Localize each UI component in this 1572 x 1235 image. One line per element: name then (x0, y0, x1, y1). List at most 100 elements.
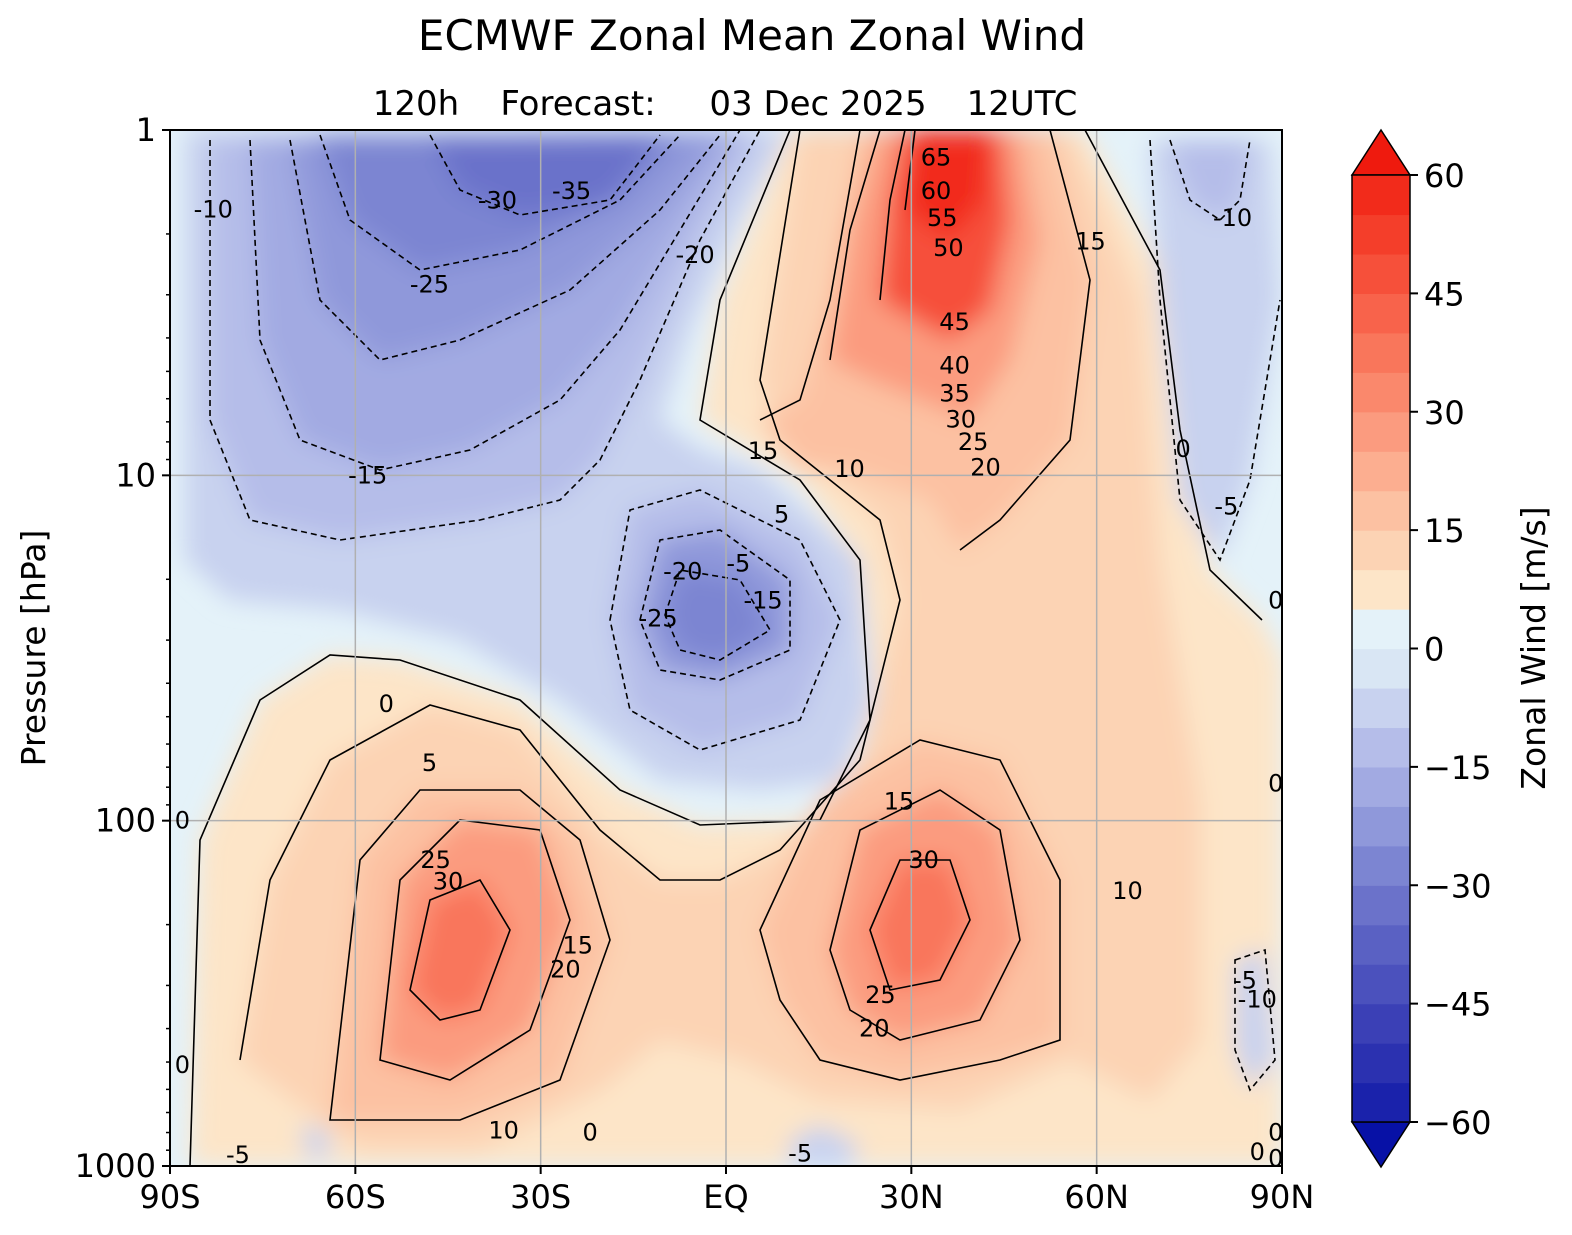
easterly-region-30 (430, 135, 660, 215)
contour-label: -10 (1213, 204, 1252, 232)
colorbar-tick-label: −45 (1424, 986, 1492, 1024)
colorbar-label: Zonal Wind [m/s] (1514, 506, 1553, 789)
colorbar-segment (1352, 451, 1410, 492)
contour-label: 15 (748, 437, 779, 465)
contour-line-30-nh (869, 859, 971, 991)
x-tick-label: EQ (703, 1178, 748, 1216)
contour-label: -15 (348, 461, 387, 489)
contour-line-nh-polar-neg-10 (1169, 139, 1251, 222)
colorbar-segment (1352, 964, 1410, 1005)
colorbar-segment (1352, 530, 1410, 571)
x-tick-label: 90S (139, 1178, 200, 1216)
contour-label: 30 (908, 846, 939, 874)
colorbar (1350, 128, 1412, 1169)
contour-label: -5 (1233, 966, 1257, 994)
contour-label: -5 (1214, 492, 1238, 520)
y-tick-label: 10 (115, 456, 156, 494)
y-axis: 1 10 100 1000 (75, 111, 170, 1185)
wind-field (185, 130, 1282, 1166)
contour-label: 65 (921, 143, 952, 171)
contour-label: 25 (420, 846, 451, 874)
contour-label: 30 (945, 406, 976, 434)
contour-label: 10 (1112, 877, 1143, 905)
contour-labels: -10 -30 -35-25-20-15-20 -5-15-2515105051530… (175, 143, 1283, 1169)
contour-label: -35 (552, 177, 591, 205)
colorbar-tick-label: −60 (1424, 1104, 1492, 1142)
colorbar-segment (1352, 1043, 1410, 1084)
contour-label: -10 (194, 196, 233, 224)
y-tick-label: 1 (136, 111, 156, 149)
contour-label: 0 (379, 690, 394, 718)
colorbar-segment (1352, 687, 1410, 729)
x-tick-label: 60N (1064, 1178, 1129, 1216)
colorbar-segment (1352, 648, 1410, 689)
contour-label: 50 (933, 234, 964, 262)
contour-label: -20 (663, 558, 702, 586)
contour-line-nh-15 (959, 130, 1091, 551)
contour-label: 5 (774, 501, 789, 529)
colorbar-tick-label: 30 (1424, 394, 1465, 432)
contour-line-nh-0 (1084, 130, 1263, 621)
contour-label: 5 (422, 749, 437, 777)
x-tick-label: 60S (325, 1178, 386, 1216)
north-polar-easterly (1150, 140, 1280, 560)
colorbar-segment (1352, 253, 1410, 294)
contour-label: -25 (638, 605, 677, 633)
contour-label: 0 (175, 807, 190, 835)
contour-label: 55 (927, 204, 958, 232)
colorbar-segment (1352, 214, 1410, 255)
contour-line-neg-10 (209, 130, 761, 541)
colorbar-tick-label: −30 (1424, 867, 1492, 905)
contour-label: -15 (743, 586, 782, 614)
contour-label: -5 (226, 1141, 250, 1169)
colorbar-segment (1352, 175, 1410, 216)
contour-label: 20 (970, 454, 1001, 482)
contour-label: -25 (410, 270, 449, 298)
contour-line-nh-polar-neg (1149, 139, 1281, 562)
colorbar-segment (1352, 845, 1410, 886)
contour-label: 20 (550, 956, 581, 984)
contour-line-0 (189, 130, 871, 1166)
y-tick-label: 1000 (75, 1147, 156, 1185)
colorbar-tick-label: 15 (1424, 512, 1465, 550)
contour-lines (189, 130, 1263, 1166)
contour-label: 60 (921, 177, 952, 205)
contour-label: -10 (1238, 986, 1277, 1014)
contour-line-20-nh (829, 789, 1021, 1041)
colorbar-tick-label: −15 (1424, 749, 1492, 787)
contour-label: 10 (834, 455, 865, 483)
contour-line-neg-20 (289, 134, 721, 361)
contour-line-strat-10 (759, 130, 861, 421)
contour-line-tropical-20 (639, 529, 791, 681)
y-tick-label: 100 (95, 802, 156, 840)
colorbar-extend-min (1350, 1121, 1412, 1169)
contour-label: 15 (1075, 227, 1106, 255)
colorbar-segment (1352, 411, 1410, 452)
surface-easterly-north (1235, 950, 1275, 1090)
x-tick-label: 90N (1250, 1178, 1315, 1216)
colorbar-segment (1352, 569, 1410, 610)
westerly-core-south (410, 880, 510, 1020)
colorbar-segment (1352, 806, 1410, 847)
colorbar-segment (1352, 1003, 1410, 1044)
contour-label: 20 (859, 1015, 890, 1043)
contour-label: 0 (1268, 586, 1283, 614)
subtitle-time: 12UTC (967, 84, 1078, 124)
subtitle-hours: 120h (373, 84, 459, 124)
contour-label: 0 (1176, 435, 1191, 463)
contour-label: 40 (939, 351, 970, 379)
contour-label: 15 (562, 932, 593, 960)
colorbar-segment (1352, 885, 1410, 926)
colorbar-segment (1352, 293, 1410, 334)
westerly-core-north (870, 860, 970, 990)
contour-line-surface-neg (1234, 948, 1276, 1092)
x-tick-label: 30S (510, 1178, 571, 1216)
colorbar-segment (1352, 372, 1410, 413)
contour-label: 0 (1250, 1138, 1265, 1166)
surface-easterly-eq (790, 1125, 860, 1166)
contour-label: -20 (676, 241, 715, 269)
contour-label: 30 (433, 867, 464, 895)
contour-label: -5 (726, 549, 750, 577)
contour-line-tropical-10 (609, 489, 841, 751)
